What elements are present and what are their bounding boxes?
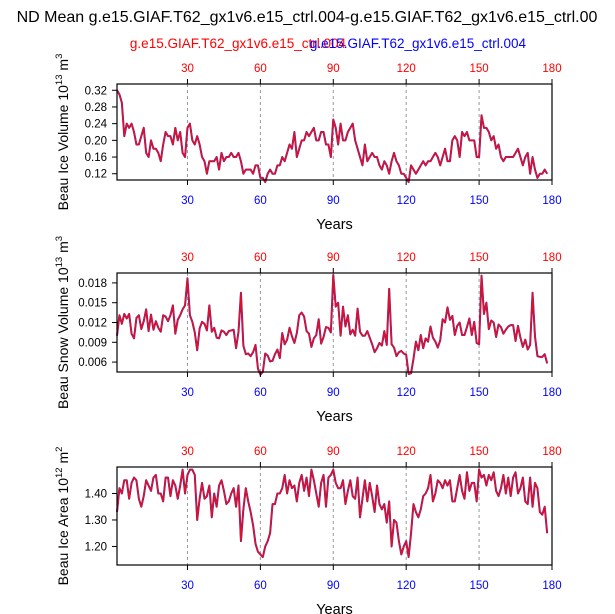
y-label-ylabel_unit: m xyxy=(55,452,71,468)
x-tick-label-top: 180 xyxy=(542,252,561,264)
series-line-red xyxy=(116,468,548,558)
x-tick-label-bottom: 180 xyxy=(542,580,561,592)
y-label-ylabel_unit: m xyxy=(55,241,71,257)
y-tick-label: 0.32 xyxy=(85,85,107,97)
x-tick-label-top: 150 xyxy=(470,446,489,458)
x-axis-label: Years xyxy=(316,602,353,614)
x-tick-label-top: 90 xyxy=(327,252,340,264)
y-tick-label: 0.16 xyxy=(85,152,107,164)
y-tick-label: 0.28 xyxy=(85,102,107,114)
x-tick-label-top: 120 xyxy=(397,446,416,458)
x-tick-label-top: 60 xyxy=(254,63,267,75)
x-tick-label-top: 150 xyxy=(470,252,489,264)
x-tick-label-top: 30 xyxy=(181,63,194,75)
panels: 0.120.160.200.240.280.323030606090901201… xyxy=(54,54,562,614)
x-tick-label-bottom: 150 xyxy=(470,580,489,592)
y-tick-label: 0.015 xyxy=(78,298,107,310)
y-tick-label: 0.12 xyxy=(85,169,107,181)
chart-panel-2: 0.006 0.009 0.012 0.015 0.018 30 30 60 60 90 90 120… xyxy=(54,236,562,425)
y-tick-label: 1.30 xyxy=(85,515,107,527)
series-line-red xyxy=(116,274,548,376)
y-label-ylabel_unit_exp: 3 xyxy=(54,236,65,241)
x-tick-label-bottom: 30 xyxy=(181,580,194,592)
x-axis-label: Years xyxy=(316,217,353,233)
y-label-ylabel_exp: 13 xyxy=(54,74,65,85)
chart-panel-1: 0.12 0.16 0.20 0.24 0.28 0.32 30 30 60 60 90 90 120 1… xyxy=(54,54,562,233)
x-tick-label-bottom: 30 xyxy=(181,195,194,207)
x-tick-label-bottom: 180 xyxy=(542,387,561,399)
x-axis-label: Years xyxy=(316,409,353,425)
y-label-ylabel_main: Beau Snow Volume 10 xyxy=(55,267,71,409)
y-label-ylabel_main: Beau Ice Volume 10 xyxy=(55,85,71,211)
x-tick-label-top: 60 xyxy=(254,252,267,264)
x-tick-label-bottom: 150 xyxy=(470,387,489,399)
x-tick-label-top: 60 xyxy=(254,446,267,458)
y-tick-label: 0.009 xyxy=(78,337,107,349)
y-tick-label: 0.012 xyxy=(78,318,107,330)
y-tick-label: 0.006 xyxy=(78,357,107,369)
x-tick-label-bottom: 60 xyxy=(254,580,267,592)
x-tick-label-top: 180 xyxy=(542,63,561,75)
x-tick-label-top: 120 xyxy=(397,252,416,264)
x-tick-label-bottom: 120 xyxy=(397,580,416,592)
x-tick-label-bottom: 150 xyxy=(470,195,489,207)
x-tick-label-bottom: 180 xyxy=(542,195,561,207)
x-tick-label-bottom: 90 xyxy=(327,387,340,399)
y-tick-label: 0.20 xyxy=(85,135,107,147)
x-tick-label-top: 150 xyxy=(470,63,489,75)
y-label-ylabel_unit_exp: 3 xyxy=(54,54,65,59)
y-tick-label: 1.20 xyxy=(85,541,107,553)
legend-blue-case: g.e15.GIAF.T62_gx1v6.e15_ctrl.004 xyxy=(310,36,527,51)
y-tick-label: 1.40 xyxy=(85,488,107,500)
y-label-ylabel_exp: 13 xyxy=(54,257,65,268)
y-axis-label: Beau Snow Volume 1013 m3 xyxy=(54,236,71,409)
series-line-red xyxy=(116,89,548,183)
x-tick-label-top: 90 xyxy=(327,446,340,458)
figure-title: ND Mean g.e15.GIAF.T62_gx1v6.e15_ctrl.00… xyxy=(17,9,598,26)
y-tick-label: 0.24 xyxy=(85,119,108,131)
x-tick-label-bottom: 60 xyxy=(254,195,267,207)
chart-panel-3: 1.20 1.30 1.40 30 30 60 60 90 90 120 120 150 150 180 1… xyxy=(54,446,562,614)
x-tick-label-bottom: 120 xyxy=(397,387,416,399)
y-label-ylabel_unit: m xyxy=(55,59,71,75)
x-tick-label-bottom: 30 xyxy=(181,387,194,399)
plot-frame xyxy=(116,466,553,566)
x-tick-label-top: 120 xyxy=(397,63,416,75)
x-tick-label-bottom: 90 xyxy=(327,195,340,207)
plot-frame xyxy=(116,83,553,181)
x-tick-label-bottom: 60 xyxy=(254,387,267,399)
legend-red-case: g.e15.GIAF.T62_gx1v6.e15_ctrl.004 xyxy=(130,36,347,51)
y-tick-label: 0.018 xyxy=(78,278,107,290)
x-tick-label-bottom: 90 xyxy=(327,580,340,592)
y-axis-label: Beau Ice Volume 1013 m3 xyxy=(54,54,71,211)
x-tick-label-top: 180 xyxy=(542,446,561,458)
y-label-ylabel_unit_exp: 2 xyxy=(54,447,65,452)
x-tick-label-bottom: 120 xyxy=(397,195,416,207)
series-line-blue xyxy=(116,468,549,559)
y-label-ylabel_exp: 12 xyxy=(54,467,65,478)
x-tick-label-top: 30 xyxy=(181,252,194,264)
x-tick-label-top: 30 xyxy=(181,446,194,458)
y-label-ylabel_main: Beau Ice Area 10 xyxy=(55,478,71,586)
y-axis-label: Beau Ice Area 1012 m2 xyxy=(54,447,71,586)
x-tick-label-top: 90 xyxy=(327,63,340,75)
